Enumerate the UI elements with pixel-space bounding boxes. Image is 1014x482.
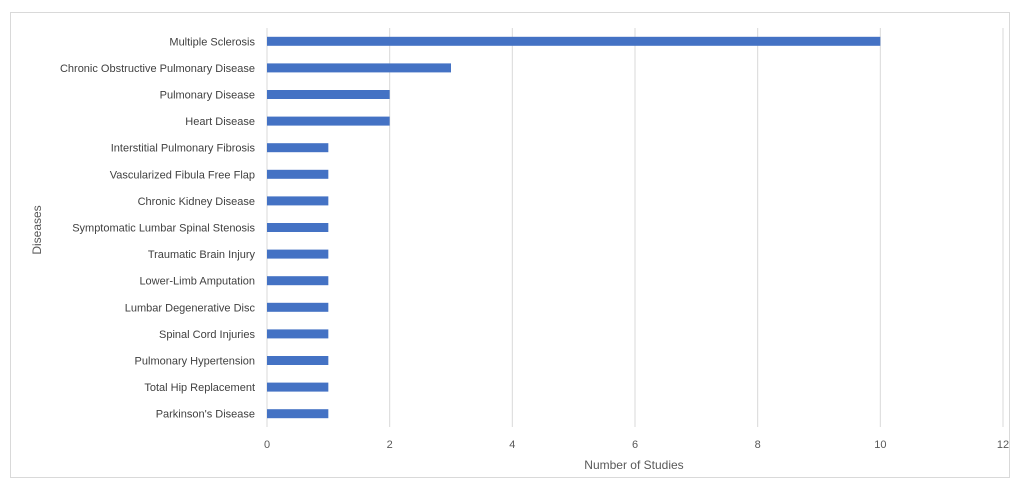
bar [267, 409, 328, 418]
category-label: Vascularized Fibula Free Flap [110, 169, 255, 181]
category-label: Chronic Kidney Disease [138, 196, 255, 208]
category-label: Lumbar Degenerative Disc [125, 302, 256, 314]
category-label: Heart Disease [185, 116, 255, 128]
x-tick-label: 2 [387, 439, 393, 451]
bar [267, 250, 328, 259]
bars [267, 37, 880, 418]
category-label: Total Hip Replacement [144, 382, 255, 394]
category-label: Multiple Sclerosis [169, 36, 255, 48]
bar [267, 356, 328, 365]
bar [267, 63, 451, 72]
category-label: Traumatic Brain Injury [148, 249, 256, 261]
x-tick-label: 10 [874, 439, 886, 451]
gridlines [267, 28, 1003, 427]
bar [267, 223, 328, 232]
bar [267, 117, 390, 126]
bar [267, 143, 328, 152]
x-tick-label: 0 [264, 439, 270, 451]
category-label: Parkinson's Disease [156, 409, 255, 421]
bar [267, 170, 328, 179]
x-tick-label: 4 [509, 439, 515, 451]
bar [267, 37, 880, 46]
bar [267, 90, 390, 99]
category-label: Pulmonary Hypertension [135, 356, 255, 368]
bar [267, 276, 328, 285]
y-axis-title: Diseases [30, 205, 44, 254]
x-tick-label: 6 [632, 439, 638, 451]
category-label: Interstitial Pulmonary Fibrosis [111, 143, 256, 155]
category-labels: Multiple Sclerosis Chronic Obstructive Pu… [60, 36, 256, 420]
x-tick-labels: 0 2 4 6 8 10 12 [264, 439, 1009, 451]
x-tick-label: 12 [997, 439, 1009, 451]
bar [267, 329, 328, 338]
x-tick-label: 8 [755, 439, 761, 451]
category-label: Pulmonary Disease [160, 90, 255, 102]
category-label: Symptomatic Lumbar Spinal Stenosis [72, 223, 255, 235]
bar [267, 383, 328, 392]
category-label: Chronic Obstructive Pulmonary Disease [60, 63, 255, 75]
bar [267, 196, 328, 205]
category-label: Spinal Cord Injuries [159, 329, 255, 341]
category-label: Lower-Limb Amputation [139, 276, 255, 288]
x-axis-title: Number of Studies [584, 458, 683, 472]
bar [267, 303, 328, 312]
